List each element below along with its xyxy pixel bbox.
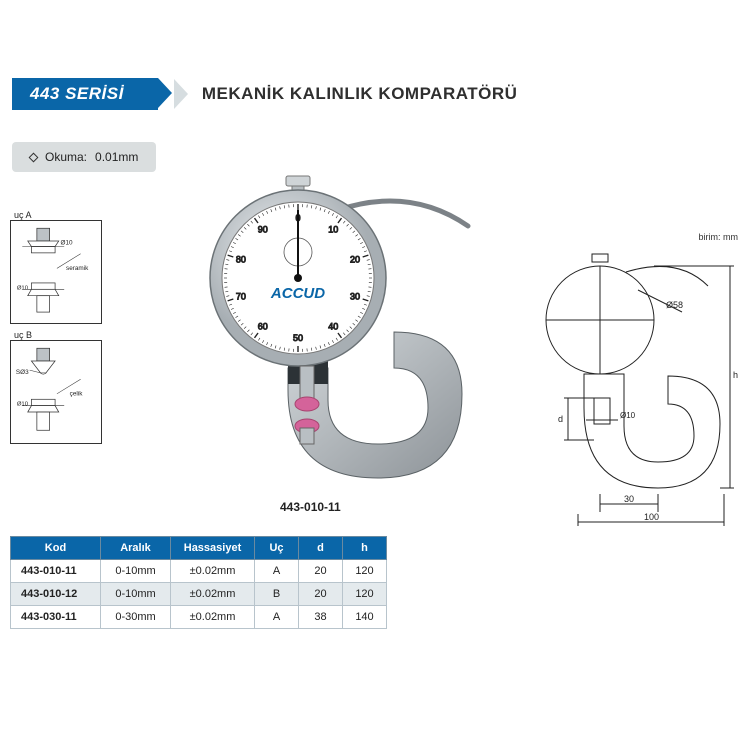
- tip-b-sphere: SØ3: [16, 369, 29, 376]
- reading-label: Okuma:: [45, 150, 87, 164]
- table-row: 443-010-120-10mm±0.02mmB20120: [11, 583, 387, 606]
- reading-pill: Okuma: 0.01mm: [12, 142, 156, 172]
- tip-a-mat: seramik: [66, 265, 89, 272]
- dim-100: 100: [644, 512, 659, 522]
- table-cell: 443-010-12: [11, 583, 101, 606]
- table-row: 443-030-110-30mm±0.02mmA38140: [11, 606, 387, 629]
- dimension-unit: birim: mm: [699, 232, 739, 242]
- table-cell: A: [255, 606, 299, 629]
- bullet-icon: [29, 152, 39, 162]
- reading-value: 0.01mm: [95, 150, 138, 164]
- table-cell: 0-10mm: [101, 560, 171, 583]
- product-caption: 443-010-11: [280, 500, 341, 514]
- table-cell: 20: [299, 560, 343, 583]
- svg-text:90: 90: [258, 224, 268, 234]
- table-cell: 120: [343, 560, 387, 583]
- svg-text:20: 20: [350, 254, 360, 264]
- dim-anvil-dia: Ø10: [620, 411, 636, 420]
- dim-d: d: [558, 414, 563, 424]
- arrow-divider-icon: [174, 79, 188, 109]
- table-cell: 20: [299, 583, 343, 606]
- table-cell: 0-10mm: [101, 583, 171, 606]
- tip-a-diagram: uç A Ø10 seramik Ø10: [10, 220, 102, 324]
- svg-text:60: 60: [258, 322, 268, 332]
- table-cell: 140: [343, 606, 387, 629]
- tip-b-diagram: uç B SØ3 çelik Ø10: [10, 340, 102, 444]
- table-cell: 443-010-11: [11, 560, 101, 583]
- series-badge: 443 SERİSİ: [12, 78, 158, 110]
- dim-h: h: [733, 370, 738, 380]
- table-cell: 120: [343, 583, 387, 606]
- svg-text:50: 50: [293, 333, 303, 343]
- table-header: Hassasiyet: [171, 537, 255, 560]
- tip-a-icon: Ø10 seramik Ø10: [15, 225, 97, 319]
- page-title: MEKANİK KALINLIK KOMPARATÖRÜ: [202, 84, 518, 104]
- svg-text:70: 70: [236, 292, 246, 302]
- table-cell: 38: [299, 606, 343, 629]
- svg-text:30: 30: [350, 292, 360, 302]
- table-header: Kod: [11, 537, 101, 560]
- dim-dial-dia: Ø58: [666, 300, 683, 310]
- tip-a-d1: Ø10: [61, 240, 73, 247]
- table-cell: A: [255, 560, 299, 583]
- table-cell: 443-030-11: [11, 606, 101, 629]
- tip-a-label: uç A: [14, 210, 32, 220]
- dim-30: 30: [624, 494, 634, 504]
- table-header: Aralık: [101, 537, 171, 560]
- product-illustration: 0102030405060708090 ACCUD: [170, 168, 480, 498]
- brand-text: ACCUD: [270, 285, 325, 302]
- svg-text:80: 80: [236, 254, 246, 264]
- svg-text:40: 40: [328, 322, 338, 332]
- table-header: Uç: [255, 537, 299, 560]
- table-cell: ±0.02mm: [171, 606, 255, 629]
- tip-b-dia: Ø10: [17, 402, 29, 408]
- table-header: h: [343, 537, 387, 560]
- table-cell: B: [255, 583, 299, 606]
- tip-b-icon: SØ3 çelik Ø10: [15, 345, 97, 439]
- tip-b-label: uç B: [14, 330, 32, 340]
- header-row: 443 SERİSİ MEKANİK KALINLIK KOMPARATÖRÜ: [12, 78, 517, 110]
- tip-a-d2: Ø10: [17, 285, 29, 291]
- table-cell: ±0.02mm: [171, 583, 255, 606]
- dimension-drawing: Ø58 Ø10 d 30 100 h: [508, 250, 738, 530]
- tip-b-mat: çelik: [70, 391, 84, 398]
- table-cell: ±0.02mm: [171, 560, 255, 583]
- spec-table: KodAralıkHassasiyetUçdh 443-010-110-10mm…: [10, 536, 387, 629]
- svg-text:10: 10: [328, 224, 338, 234]
- table-cell: 0-30mm: [101, 606, 171, 629]
- table-row: 443-010-110-10mm±0.02mmA20120: [11, 560, 387, 583]
- table-header: d: [299, 537, 343, 560]
